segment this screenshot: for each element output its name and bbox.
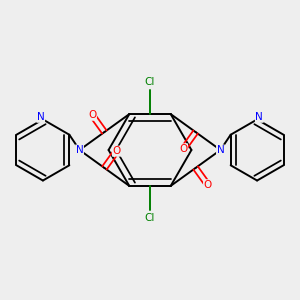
Text: N: N — [37, 112, 45, 122]
Text: Cl: Cl — [145, 212, 155, 223]
Text: N: N — [255, 112, 263, 122]
Text: O: O — [179, 144, 188, 154]
Text: N: N — [217, 145, 224, 155]
Text: N: N — [76, 145, 83, 155]
Text: Cl: Cl — [145, 77, 155, 88]
Text: O: O — [112, 146, 121, 156]
Text: O: O — [204, 180, 212, 190]
Text: O: O — [88, 110, 96, 120]
